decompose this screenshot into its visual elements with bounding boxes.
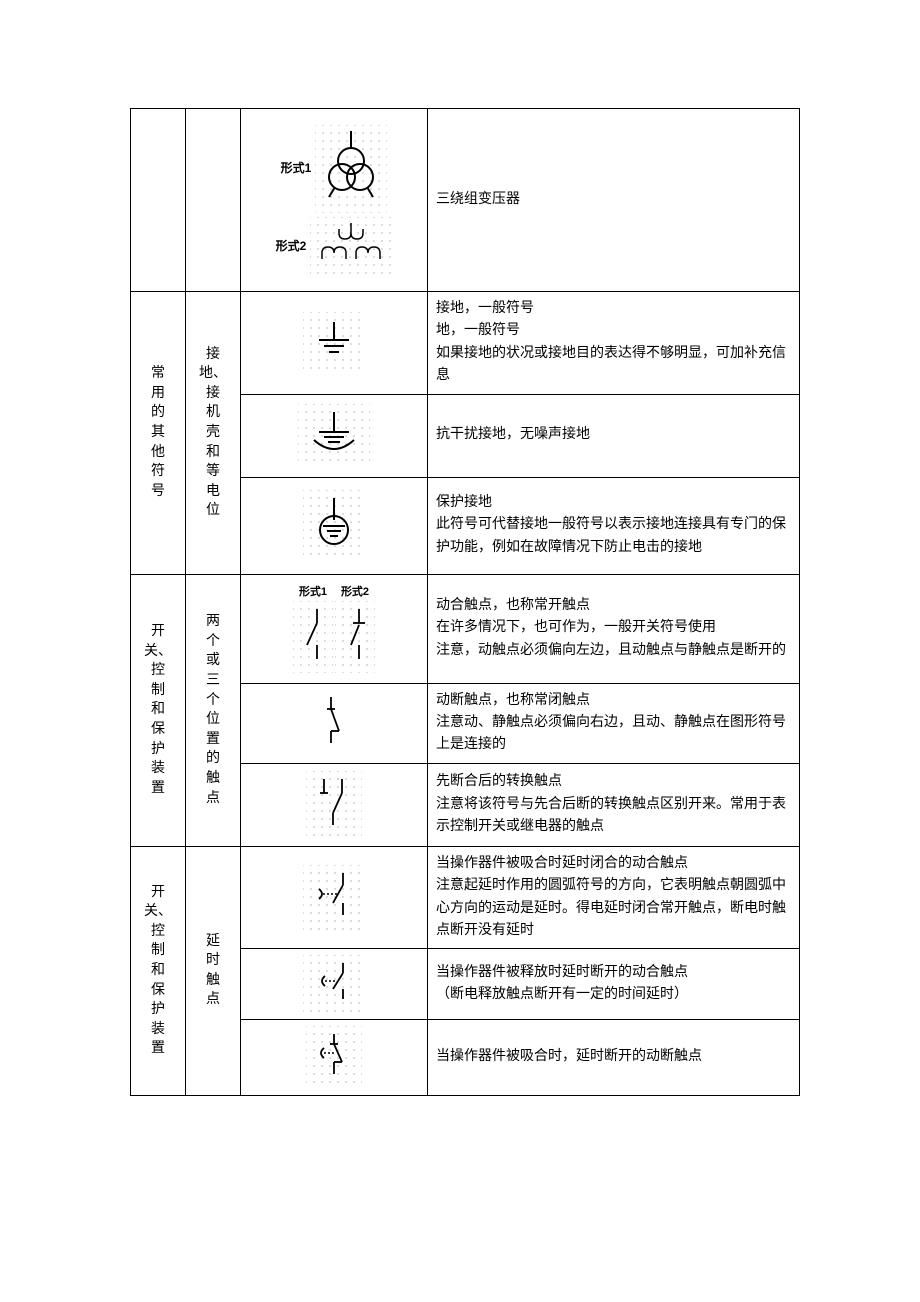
cell-category: 常用的其他符号: [131, 292, 186, 575]
cell-description: 接地，一般符号地，一般符号如果接地的状况或接地目的表达得不够明显，可加补充信息: [428, 292, 800, 395]
category-label: 开关、控制和保护装置: [139, 622, 177, 798]
protective-ground-icon: [303, 490, 365, 560]
form1-label: 形式1: [299, 584, 327, 602]
cell-description: 动合触点，也称常开触点在许多情况下，也可作为，一般开关符号使用注意，动触点必须偏…: [428, 574, 800, 683]
cell-description: 当操作器件被吸合时延时闭合的动合触点注意起延时作用的圆弧符号的方向，它表明触点朝…: [428, 846, 800, 949]
table-row: 开关、控制和保护装置 两个或三个位置的触点 形式1 形式2: [131, 574, 800, 683]
cell-symbol: [241, 846, 428, 949]
page: 形式1 形式2: [0, 0, 920, 1156]
cell-symbol: 形式1 形式2: [241, 109, 428, 292]
changeover-contact-icon: [306, 771, 362, 839]
cell-description: 当操作器件被释放时延时断开的动合触点（断电释放触点断开有一定的时间延时）: [428, 949, 800, 1020]
cell-description: 三绕组变压器: [428, 109, 800, 292]
delay-open-nc-icon: [306, 1026, 362, 1088]
table-row: 形式1 形式2: [131, 109, 800, 292]
cell-symbol: [241, 1020, 428, 1095]
category-label: 常用的其他符号: [139, 364, 177, 501]
cell-subcategory: 两个或三个位置的触点: [186, 574, 241, 846]
category-label: 开关、控制和保护装置: [139, 883, 177, 1059]
cell-symbol: 形式1 形式2: [241, 574, 428, 683]
delay-close-no-icon: [303, 865, 365, 929]
cell-subcategory: 接地、接机壳和等电位: [186, 292, 241, 575]
cell-description: 当操作器件被吸合时，延时断开的动断触点: [428, 1020, 800, 1095]
table-row: 常用的其他符号 接地、接机壳和等电位 接地，一般符号地，一般符号如果接地的状况或…: [131, 292, 800, 395]
cell-symbol: [241, 949, 428, 1020]
cell-symbol: [241, 292, 428, 395]
cell-category: [131, 109, 186, 292]
delay-open-no-icon: [303, 955, 365, 1013]
noiseless-ground-icon: [298, 404, 370, 466]
cell-category: 开关、控制和保护装置: [131, 846, 186, 1095]
cell-category: 开关、控制和保护装置: [131, 574, 186, 846]
transformer-form2-icon: [310, 217, 392, 275]
subcategory-label: 接地、接机壳和等电位: [194, 345, 232, 521]
symbol-table: 形式1 形式2: [130, 108, 800, 1096]
cell-symbol: [241, 477, 428, 574]
no-contact-form1-icon: [293, 601, 333, 673]
cell-description: 动断触点，也称常闭触点注意动、静触点必须偏向右边，且动、静触点在图形符号上是连接…: [428, 683, 800, 763]
cell-description: 保护接地此符号可代替接地一般符号以表示接地连接具有专门的保护功能，例如在故障情况…: [428, 477, 800, 574]
ground-icon: [303, 312, 365, 374]
table-row: 开关、控制和保护装置 延时触点 当操作器件被吸合时延时闭合的动合触点注意起延时作…: [131, 846, 800, 949]
form2-label: 形式2: [276, 237, 307, 256]
cell-symbol: [241, 394, 428, 477]
no-contact-form2-icon: [335, 601, 375, 673]
cell-description: 先断合后的转换触点注意将该符号与先合后断的转换触点区别开来。常用于表示控制开关或…: [428, 763, 800, 846]
transformer-form1-icon: [315, 125, 387, 213]
subcategory-label: 延时触点: [194, 932, 232, 1010]
subcategory-label: 两个或三个位置的触点: [194, 612, 232, 808]
cell-subcategory: [186, 109, 241, 292]
cell-subcategory: 延时触点: [186, 846, 241, 1095]
cell-symbol: [241, 683, 428, 763]
form2-label: 形式2: [341, 584, 369, 602]
form1-label: 形式1: [281, 159, 312, 178]
cell-description: 抗干扰接地，无噪声接地: [428, 394, 800, 477]
cell-symbol: [241, 763, 428, 846]
nc-contact-icon: [319, 734, 349, 748]
